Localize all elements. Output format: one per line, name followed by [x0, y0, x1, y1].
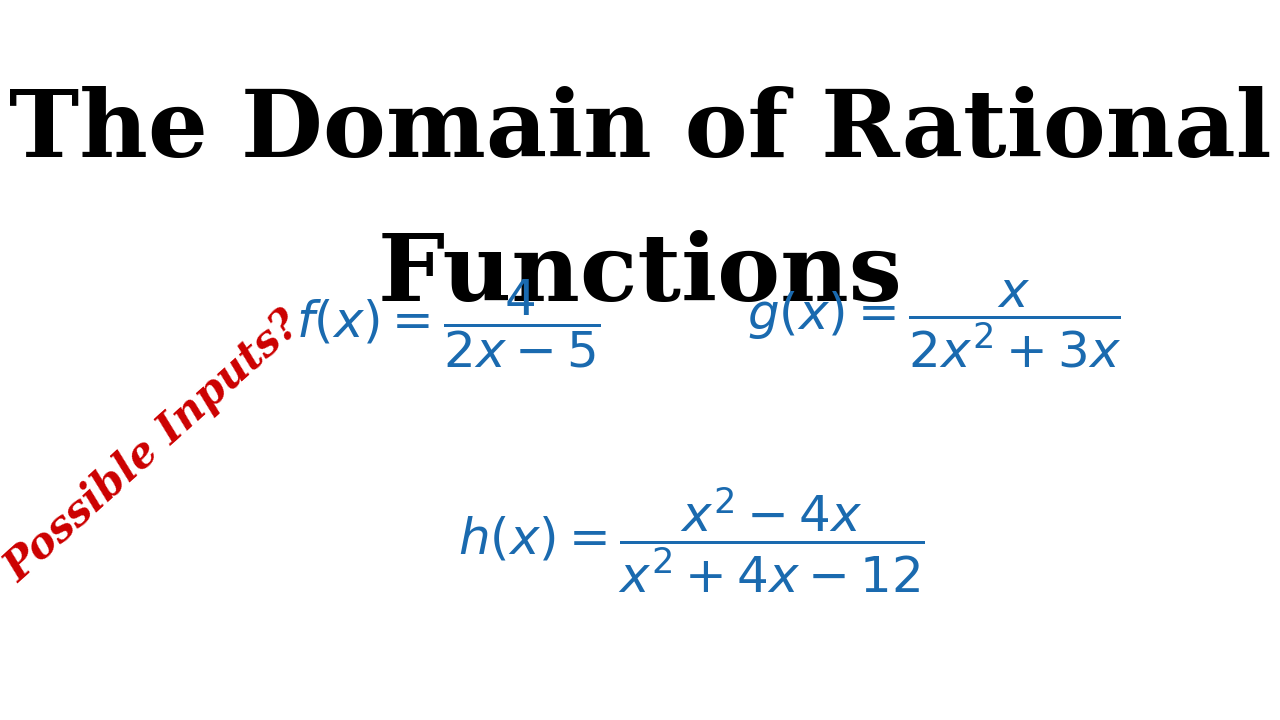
- Text: The Domain of Rational: The Domain of Rational: [9, 86, 1271, 176]
- Text: Possible Inputs?: Possible Inputs?: [0, 303, 310, 590]
- Text: $h(x) = \dfrac{x^2-4x}{x^2+4x-12}$: $h(x) = \dfrac{x^2-4x}{x^2+4x-12}$: [458, 485, 924, 595]
- Text: $g(x) = \dfrac{x}{2x^2+3x}$: $g(x) = \dfrac{x}{2x^2+3x}$: [748, 279, 1121, 369]
- Text: Functions: Functions: [378, 230, 902, 320]
- Text: $f(x) = \dfrac{4}{2x-5}$: $f(x) = \dfrac{4}{2x-5}$: [296, 278, 600, 370]
